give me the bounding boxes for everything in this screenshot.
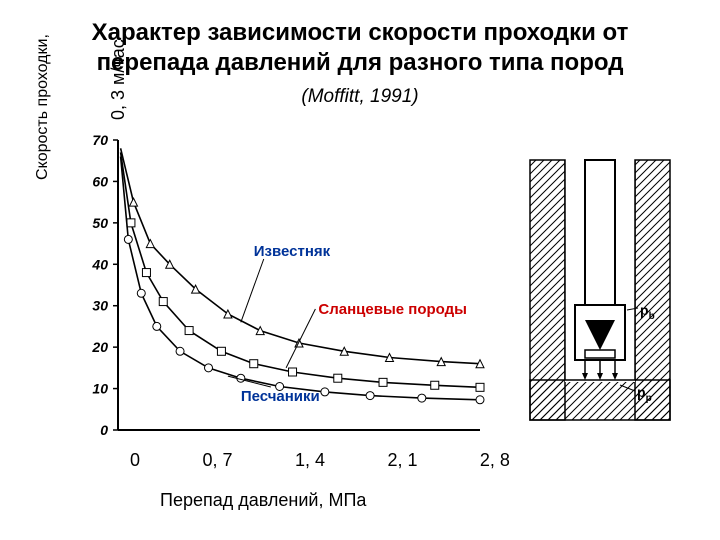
svg-text:30: 30 xyxy=(92,298,108,314)
svg-text:60: 60 xyxy=(92,173,108,189)
svg-text:10: 10 xyxy=(92,381,108,397)
svg-text:Песчаники: Песчаники xyxy=(241,388,320,405)
svg-text:40: 40 xyxy=(91,256,108,272)
x-tick-label: 2, 8 xyxy=(480,450,510,471)
x-axis-ticks: 0 0, 7 1, 4 2, 1 2, 8 xyxy=(130,450,510,471)
svg-text:Сланцевые породы: Сланцевые породы xyxy=(318,301,467,318)
x-axis-label: Перепад давлений, МПа xyxy=(160,490,366,511)
title-line1: Характер зависимости скорости проходки о… xyxy=(92,19,629,46)
y-axis-unit: 0, 3 м/час xyxy=(108,39,129,120)
svg-text:20: 20 xyxy=(91,339,108,355)
svg-text:Известняк: Известняк xyxy=(254,243,331,260)
x-tick-label: 2, 1 xyxy=(387,450,417,471)
x-tick-label: 0 xyxy=(130,450,140,471)
svg-text:70: 70 xyxy=(92,132,108,148)
diagram-svg: pb pp xyxy=(525,155,675,435)
chart-svg: 0 10 20 30 40 50 60 70 Известняк Сланцевые породы… xyxy=(60,130,490,450)
svg-text:0: 0 xyxy=(100,422,108,438)
chart-area: 0 10 20 30 40 50 60 70 Известняк Сланцевые породы… xyxy=(60,130,490,450)
drill-diagram: pb pp xyxy=(525,155,675,435)
y-axis-label: Скорость проходки, xyxy=(34,34,52,180)
svg-text:50: 50 xyxy=(92,215,108,231)
title-line2: перепада давлений для разного типа пород xyxy=(97,49,624,76)
x-tick-label: 1, 4 xyxy=(295,450,325,471)
x-tick-label: 0, 7 xyxy=(202,450,232,471)
